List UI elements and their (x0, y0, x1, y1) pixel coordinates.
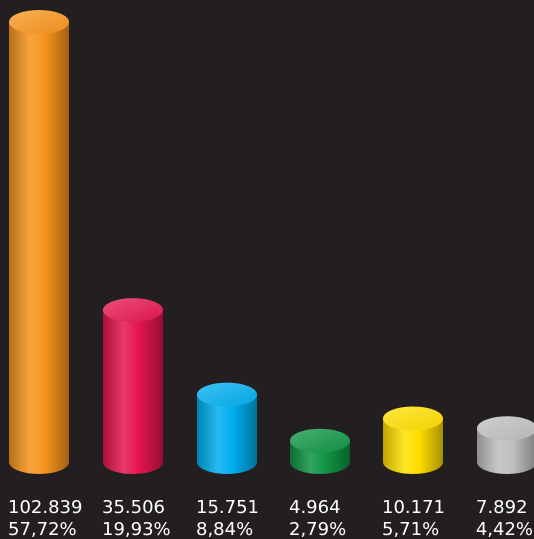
value-label-6: 7.892 (476, 497, 528, 518)
bar-top-6 (477, 416, 534, 441)
bar-body-6 (477, 428, 534, 474)
percent-label-1: 57,72% (8, 519, 77, 539)
bar-5 (383, 406, 443, 474)
bar-1 (9, 10, 69, 474)
bar-4 (290, 428, 350, 474)
percent-label-2: 19,93% (102, 519, 171, 539)
bar-top-1 (9, 10, 69, 34)
bar-top-2 (103, 298, 163, 323)
bar-body-3 (197, 394, 257, 474)
percent-label-3: 8,84% (196, 519, 253, 539)
bars-layer (9, 10, 534, 474)
bar-body-1 (9, 22, 69, 474)
bar-6 (477, 416, 534, 474)
bar-body-5 (383, 418, 443, 474)
percent-label-6: 4,42% (476, 519, 533, 539)
value-label-4: 4.964 (289, 497, 341, 518)
bar-body-2 (103, 310, 163, 474)
bar-3 (197, 382, 257, 474)
percent-label-4: 2,79% (289, 519, 346, 539)
bar-2 (103, 298, 163, 474)
bar-top-3 (197, 382, 257, 407)
value-label-5: 10.171 (382, 497, 445, 518)
value-label-2: 35.506 (102, 497, 165, 518)
value-label-1: 102.839 (8, 497, 82, 518)
percent-label-5: 5,71% (382, 519, 439, 539)
bar-top-5 (383, 406, 443, 431)
bar-top-4 (290, 428, 350, 453)
value-label-3: 15.751 (196, 497, 259, 518)
